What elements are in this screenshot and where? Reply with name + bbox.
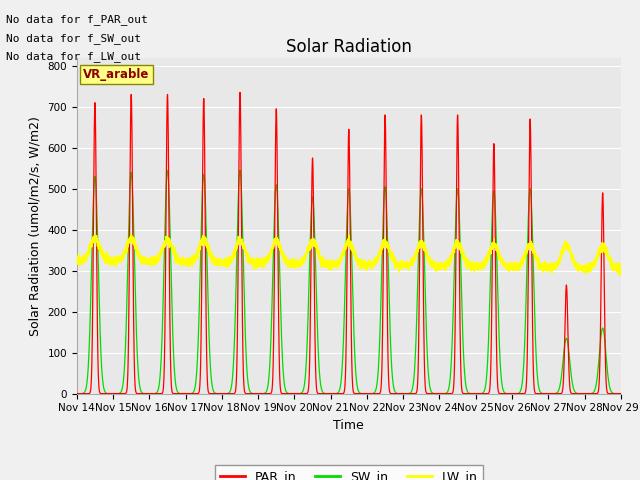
- Legend: PAR_in, SW_in, LW_in: PAR_in, SW_in, LW_in: [215, 465, 483, 480]
- Text: VR_arable: VR_arable: [83, 68, 150, 81]
- X-axis label: Time: Time: [333, 419, 364, 432]
- Text: No data for f_LW_out: No data for f_LW_out: [6, 51, 141, 62]
- Text: No data for f_PAR_out: No data for f_PAR_out: [6, 14, 148, 25]
- Title: Solar Radiation: Solar Radiation: [286, 38, 412, 56]
- Text: No data for f_SW_out: No data for f_SW_out: [6, 33, 141, 44]
- Y-axis label: Solar Radiation (umol/m2/s, W/m2): Solar Radiation (umol/m2/s, W/m2): [29, 116, 42, 336]
